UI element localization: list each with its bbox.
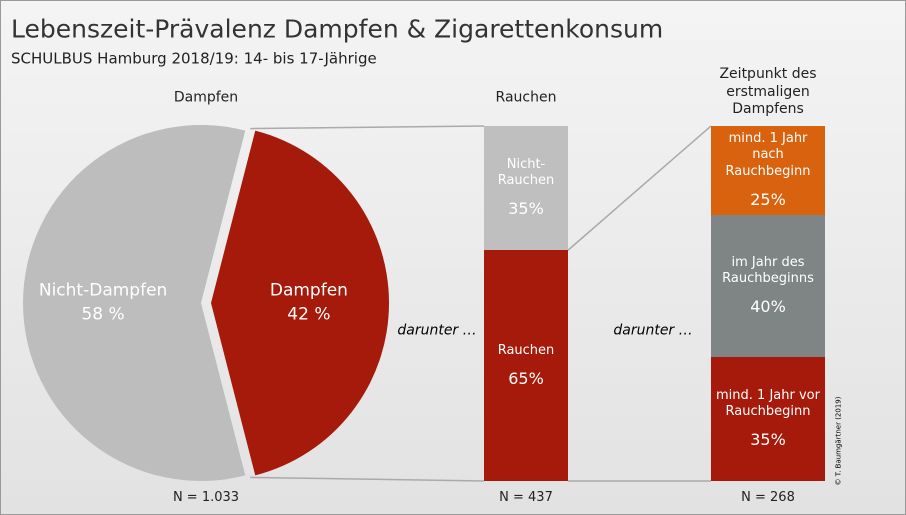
sample-size: N = 437 [499, 489, 553, 505]
bar-segment: mind. 1 Jahr nach Rauchbeginn 25% [711, 126, 825, 215]
segment-value-label: 25% [750, 189, 786, 209]
pie-slice [211, 130, 389, 476]
annotation: darunter … [613, 322, 693, 339]
sample-size: N = 268 [741, 489, 795, 505]
segment-label: mind. 1 Jahr nach Rauchbeginn [725, 131, 811, 179]
annotation: darunter … [397, 322, 477, 339]
segment-label: Rauchen [497, 342, 555, 358]
slice-value-label: 42 % [287, 304, 331, 325]
bar-segment: Rauchen 65% [484, 250, 568, 481]
segment-value-label: 40% [750, 297, 786, 316]
segment-label: im Jahr des Rauchbeginns [722, 254, 814, 286]
bar-segment: im Jahr des Rauchbeginns 40% [711, 214, 825, 357]
segment-value-label: 35% [750, 430, 786, 450]
pie-slice [22, 124, 246, 482]
section-title: Zeitpunkt des erstmaligen Dampfens [719, 65, 817, 117]
sample-size: N = 1.033 [172, 489, 240, 505]
segment-value-label: 65% [508, 368, 544, 388]
segment-label: mind. 1 Jahr vor Rauchbeginn [716, 387, 820, 419]
bar: mind. 1 Jahr vor Rauchbeginn 35% im Jahr d… [711, 126, 825, 481]
connector [567, 125, 712, 251]
title: Lebenszeit-Prävalenz Dampfen & Zigarette… [11, 14, 664, 44]
slice-label: Nicht-Dampfen [38, 280, 168, 301]
section-title: Dampfen [173, 89, 239, 106]
bar: Rauchen 65% Nicht- Rauchen 35% [484, 126, 568, 481]
bar-segment: Nicht- Rauchen 35% [484, 126, 568, 251]
credit: © T. Baumgärtner (2019) [834, 396, 843, 486]
slice-value-label: 58 % [81, 304, 125, 325]
subtitle: SCHULBUS Hamburg 2018/19: 14- bis 17-Jäh… [11, 49, 377, 68]
connector [250, 476, 485, 482]
segment-label: Nicht- Rauchen [497, 156, 555, 189]
section-title: Rauchen [495, 89, 557, 106]
slice-label: Dampfen [269, 280, 348, 301]
segment-value-label: 35% [508, 199, 544, 219]
bar-segment: mind. 1 Jahr vor Rauchbeginn 35% [711, 356, 825, 481]
connector [250, 125, 485, 130]
